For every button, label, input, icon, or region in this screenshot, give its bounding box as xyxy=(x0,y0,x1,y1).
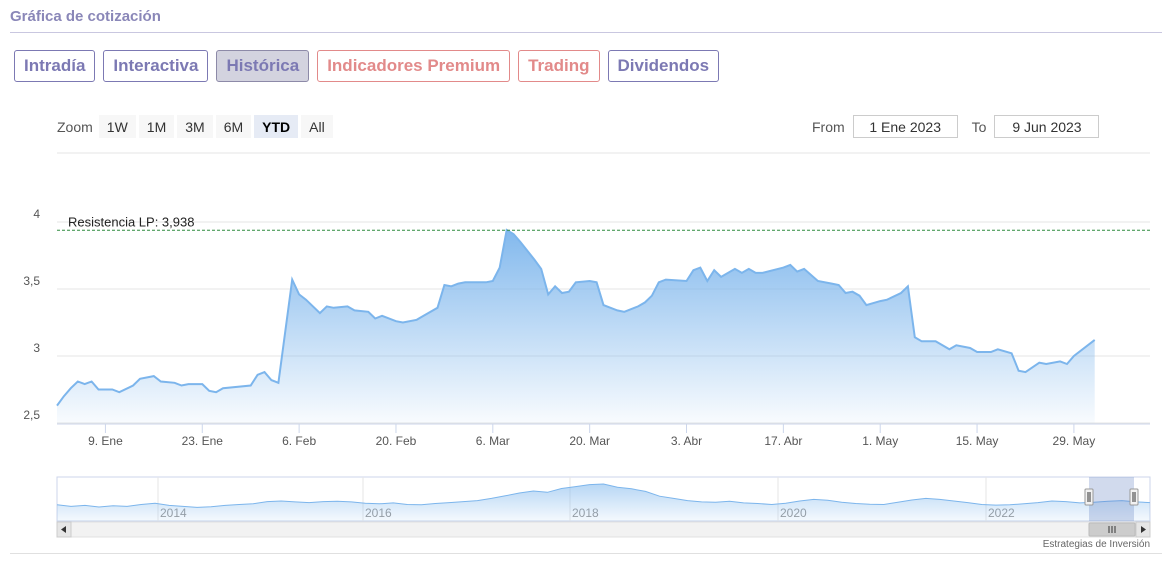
y-tick-label: 4 xyxy=(33,207,40,221)
title-divider xyxy=(10,32,1162,33)
y-axis: 2,5 3 3,5 4 xyxy=(23,207,40,422)
navigator-handle xyxy=(1084,488,1094,506)
x-tick-label: 9. Ene xyxy=(88,434,123,448)
x-tick-label: 29. May xyxy=(1053,434,1096,448)
to-label: To xyxy=(971,118,987,135)
x-tick-label: 3. Abr xyxy=(671,434,702,448)
section-title: Gráfica de cotización xyxy=(10,8,161,25)
x-tick-label: 17. Abr xyxy=(764,434,802,448)
y-tick-label: 2,5 xyxy=(23,408,40,422)
y-tick-label: 3,5 xyxy=(23,274,40,288)
resistance-label: Resistencia LP: 3,938 xyxy=(68,214,194,229)
navigator-fill xyxy=(57,484,1150,521)
navigator-line xyxy=(56,483,1151,508)
resistance-line: Resistencia LP: 3,938 xyxy=(57,214,1150,231)
zoom-all-button[interactable]: All xyxy=(301,115,333,138)
x-tick-label: 15. May xyxy=(956,434,999,448)
tab-trading[interactable]: Trading xyxy=(518,50,600,82)
bottom-divider xyxy=(10,553,1162,554)
chart-tabs: Intradía Interactiva Histórica Indicador… xyxy=(14,50,720,82)
y-tick-label: 3 xyxy=(33,341,40,355)
navigator-handle xyxy=(1129,488,1139,506)
zoom-1m-button[interactable]: 1M xyxy=(138,115,175,138)
zoom-1w-button[interactable]: 1W xyxy=(98,115,136,138)
zoom-label: Zoom xyxy=(57,118,93,135)
tab-historica[interactable]: Histórica xyxy=(216,50,310,82)
series-fill xyxy=(57,230,1095,423)
navigator-selection xyxy=(1089,477,1134,521)
zoom-6m-button[interactable]: 6M xyxy=(215,115,252,138)
tab-dividendos[interactable]: Dividendos xyxy=(607,50,720,82)
zoom-3m-button[interactable]: 3M xyxy=(177,115,213,138)
tab-indicadores-premium[interactable]: Indicadores Premium xyxy=(317,50,511,82)
scrollbar-track xyxy=(56,521,1151,538)
to-date-input[interactable]: 9 Jun 2023 xyxy=(994,115,1100,138)
x-tick-label: 20. Feb xyxy=(376,434,417,448)
x-tick-label: 23. Ene xyxy=(182,434,224,448)
x-tick-label: 6. Mar xyxy=(476,434,510,448)
tab-intradia[interactable]: Intradía xyxy=(14,50,96,82)
navigator[interactable]: 20142016201820202022 xyxy=(56,476,1151,538)
x-tick-label: 6. Feb xyxy=(282,434,316,448)
zoom-ytd-button[interactable]: YTD xyxy=(254,115,299,138)
chevron-right-icon xyxy=(1141,526,1146,533)
date-range: From 1 Ene 2023 To 9 Jun 2023 xyxy=(812,115,1113,138)
chevron-left-icon xyxy=(61,526,66,533)
x-tick-label: 1. May xyxy=(862,434,898,448)
x-axis: 9. Ene 23. Ene 6. Feb 20. Feb 6. Mar 20. Mar 3… xyxy=(57,423,1150,448)
series-line xyxy=(56,228,1096,407)
series-area xyxy=(56,228,1096,423)
tab-interactiva[interactable]: Interactiva xyxy=(103,50,209,82)
zoom-selector: Zoom 1W 1M 3M 6M YTD All xyxy=(57,115,336,138)
from-date-input[interactable]: 1 Ene 2023 xyxy=(852,115,958,138)
credit-label: Estrategias de Inversión xyxy=(1042,539,1150,550)
x-tick-label: 20. Mar xyxy=(569,434,610,448)
from-label: From xyxy=(812,118,845,135)
